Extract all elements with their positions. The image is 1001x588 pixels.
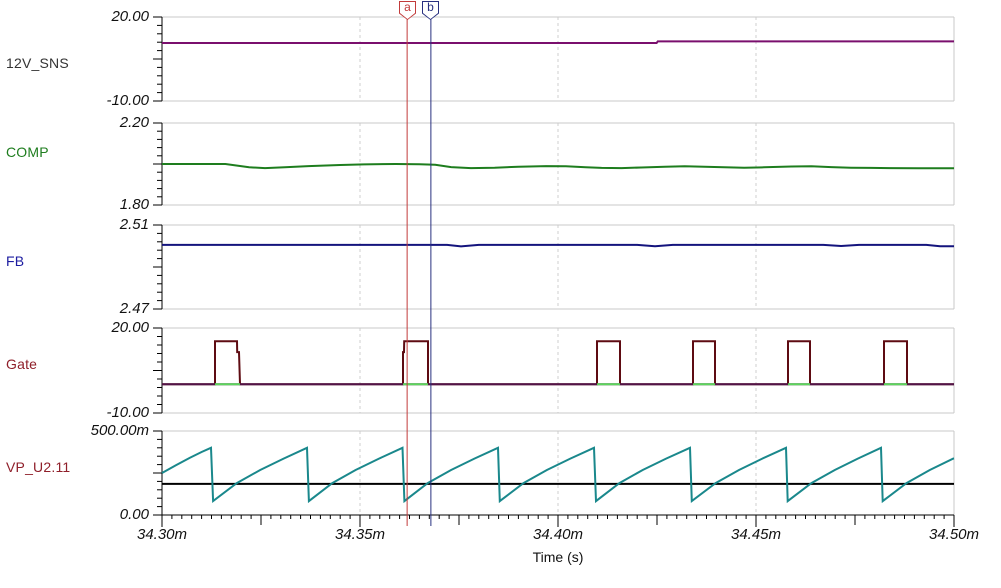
- x-tick-label-4: 34.50m: [928, 526, 980, 543]
- y-axis-min-vp: 0.00: [119, 506, 149, 523]
- y-axis-min-comp: 1.80: [119, 196, 149, 213]
- y-axis-min-gate: -10.00: [106, 404, 149, 421]
- y-axis-max-12v-sns: 20.00: [111, 8, 149, 25]
- x-axis-title: Time (s): [532, 549, 584, 565]
- trace-VP_U2.11: [161, 446, 955, 504]
- y-axis-max-comp: 2.20: [119, 114, 149, 131]
- signal-label-fb: FB: [6, 253, 25, 269]
- cursor-b-label: b: [427, 0, 434, 14]
- signal-label-gate: Gate: [6, 356, 38, 372]
- cursor-b-flag[interactable]: b: [422, 1, 439, 20]
- x-tick-label-1: 34.35m: [334, 526, 386, 543]
- y-axis-min-fb: 2.47: [119, 300, 149, 317]
- signal-label-12v-sns: 12V_SNS: [6, 55, 69, 71]
- cursor-a-flag[interactable]: a: [399, 1, 416, 20]
- x-tick-label-0: 34.30m: [136, 526, 188, 543]
- cursor-a-label: a: [404, 0, 411, 14]
- y-axis-max-fb: 2.51: [119, 216, 149, 233]
- x-tick-label-2: 34.40m: [532, 526, 584, 543]
- trace-12V_SNS: [162, 40, 954, 44]
- signal-label-comp: COMP: [6, 144, 49, 160]
- y-axis-min-12v-sns: -10.00: [106, 92, 149, 109]
- x-tick-label-3: 34.45m: [730, 526, 782, 543]
- trace-COMP: [162, 162, 954, 170]
- cursor-a-flag-fill: [400, 2, 415, 19]
- cursor-b-flag-fill: [423, 2, 438, 19]
- y-axis-max-gate: 20.00: [111, 319, 149, 336]
- signal-label-vp-u2-11: VP_U2.11: [6, 459, 71, 475]
- y-axis-max-vp: 500.00m: [90, 422, 149, 439]
- trace-FB: [162, 243, 954, 248]
